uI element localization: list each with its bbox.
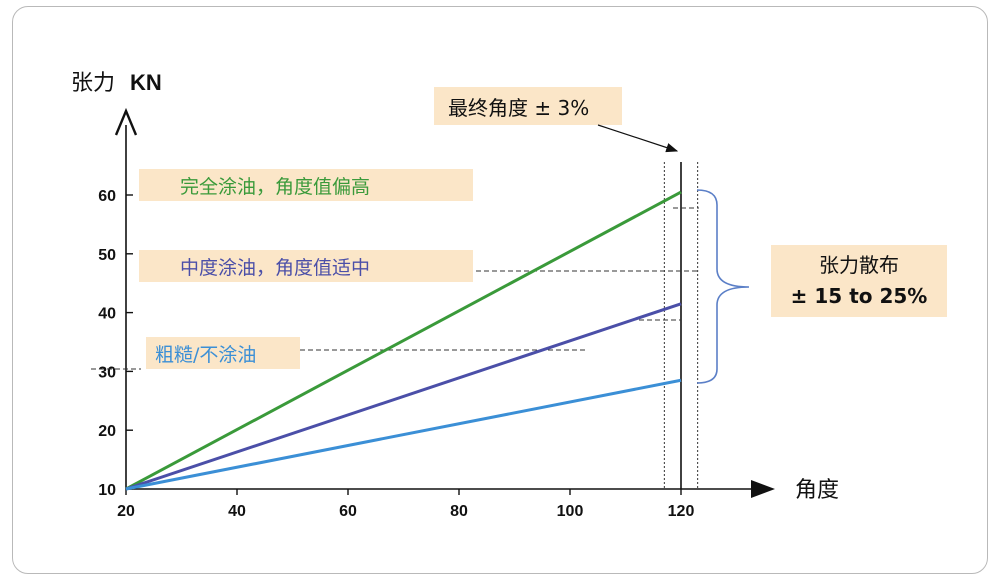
series-label-indigo: 中度涂油，角度值适中 [139, 250, 473, 282]
y-axis-title-text: 张力 [71, 71, 115, 96]
svg-text:± 15 to 25%: ± 15 to 25% [791, 284, 928, 308]
y-tick-label: 40 [98, 306, 116, 323]
svg-text:张力散布: 张力散布 [819, 253, 899, 277]
y-tick-label: 50 [98, 247, 116, 264]
y-tick-label: 30 [98, 364, 116, 381]
spread-brace-icon [696, 189, 750, 384]
y-axis-title: 张力 KN [71, 70, 162, 96]
svg-text:最终角度 ± 3%: 最终角度 ± 3% [448, 96, 589, 120]
x-axis-title: 角度 [795, 478, 839, 503]
svg-text:中度涂油，角度值适中: 中度涂油，角度值适中 [180, 257, 370, 279]
y-axis-unit: KN [130, 70, 162, 95]
final-angle-pointer [597, 124, 679, 153]
final-angle-annotation: 最终角度 ± 3% [434, 87, 679, 153]
x-tick-label: 120 [668, 503, 695, 520]
x-axis-arrow-icon [751, 480, 775, 498]
x-tick-label: 100 [557, 503, 584, 520]
y-tick-label: 10 [98, 482, 116, 499]
chart-card: 张力 KN 角度 20 40 60 80 100 120 10 20 30 40 50 60 完全涂油… [12, 6, 988, 574]
y-axis-arrow-icon [114, 107, 138, 136]
svg-text:完全涂油，角度值偏高: 完全涂油，角度值偏高 [180, 176, 370, 198]
series-line-1 [125, 302, 682, 491]
tension-spread-annotation: 张力散布 ± 15 to 25% [696, 189, 947, 384]
svg-text:粗糙/不涂油: 粗糙/不涂油 [155, 344, 256, 366]
x-tick-label: 60 [339, 503, 357, 520]
x-tick-label: 80 [450, 503, 468, 520]
y-tick-label: 60 [98, 188, 116, 205]
series-lines [125, 190, 682, 491]
reference-lines [91, 162, 699, 489]
series-label-blue: 粗糙/不涂油 [146, 337, 300, 369]
x-tick-label: 20 [117, 503, 135, 520]
series-label-green: 完全涂油，角度值偏高 [139, 169, 473, 201]
x-tick-label: 40 [228, 503, 246, 520]
series-line-0 [125, 190, 682, 491]
y-tick-label: 20 [98, 423, 116, 440]
series-line-2 [125, 378, 682, 491]
